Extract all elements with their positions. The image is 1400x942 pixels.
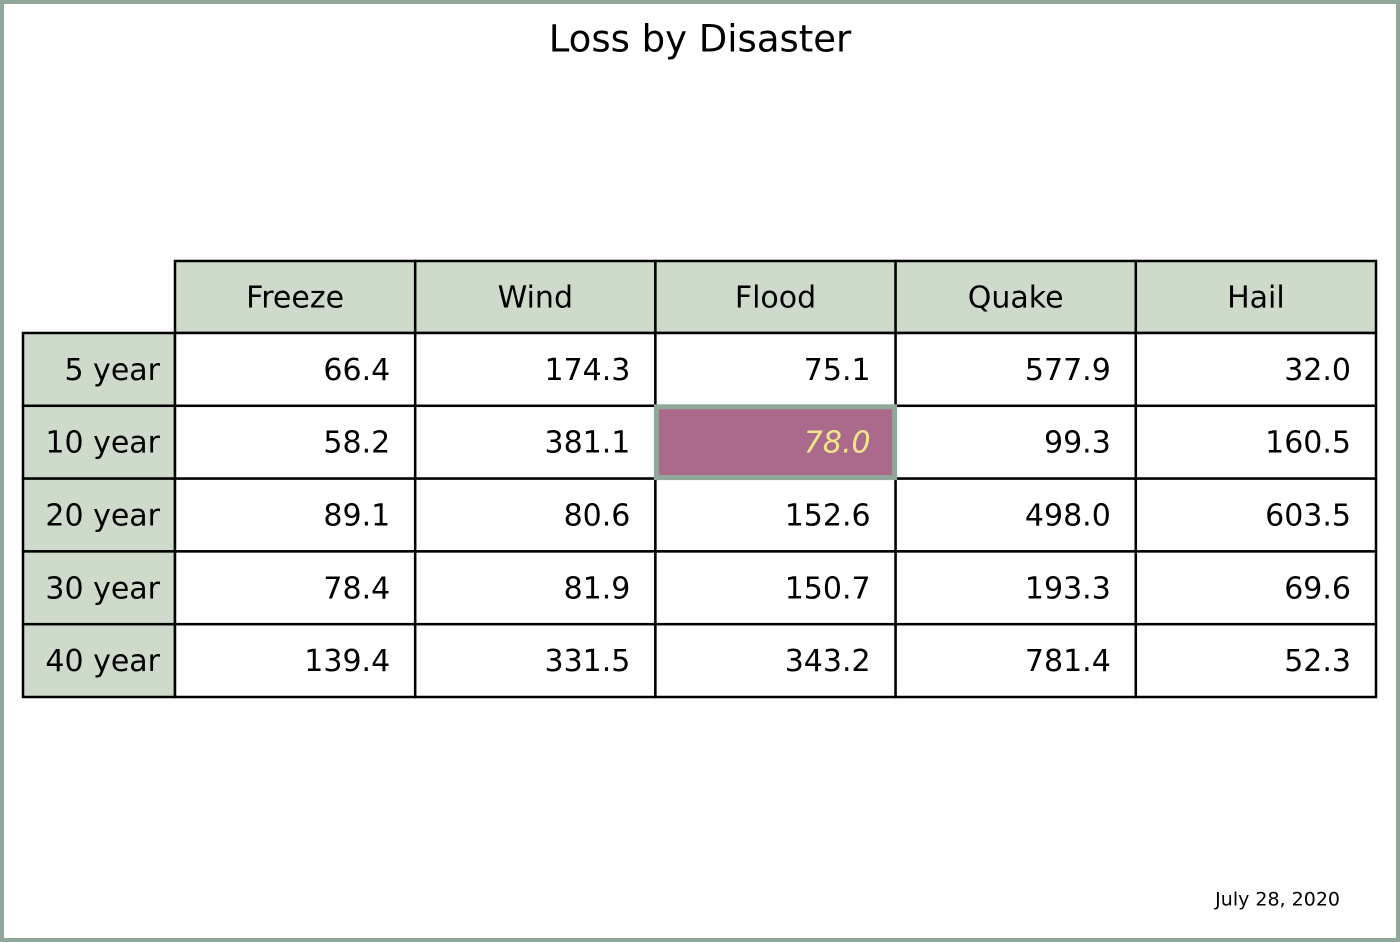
table-cell	[894, 550, 1138, 626]
column-header: Quake	[968, 281, 1064, 316]
table-cell	[1134, 404, 1378, 480]
cell-value: 58.2	[323, 426, 390, 461]
cell-value: 52.3	[1284, 644, 1351, 679]
table-cell	[654, 622, 897, 699]
table-cell	[654, 550, 897, 626]
cell-value: 160.5	[1265, 426, 1351, 461]
footer-date: July 28, 2020	[1214, 889, 1340, 911]
cell-value: 381.1	[545, 426, 631, 461]
row-label: 10 year	[45, 426, 160, 461]
title: Loss by Disaster	[549, 18, 852, 61]
cell-value: 174.3	[545, 353, 631, 388]
table-cell	[1134, 331, 1378, 408]
column-header: Flood	[735, 281, 816, 316]
cell-value: 343.2	[785, 644, 871, 679]
table-cell	[413, 550, 657, 626]
cell-value: 781.4	[1025, 644, 1111, 679]
cell-value: 78.0	[804, 426, 871, 461]
cell-value: 152.6	[785, 499, 871, 534]
cell-value: 99.3	[1044, 426, 1111, 461]
cell-value: 69.6	[1284, 571, 1351, 606]
row-label: 5 year	[64, 353, 160, 388]
cell-value: 331.5	[545, 644, 631, 679]
table-cell	[173, 331, 417, 408]
table-cell	[1134, 477, 1378, 553]
table-cell	[894, 622, 1138, 699]
cell-value: 75.1	[804, 353, 871, 388]
cell-value: 81.9	[564, 571, 631, 606]
highlighted-cell	[653, 404, 898, 481]
cell-value: 150.7	[785, 571, 871, 606]
cell-value: 603.5	[1265, 499, 1351, 534]
table-cell	[1134, 622, 1378, 699]
table-cell	[413, 477, 657, 553]
cell-value: 577.9	[1025, 353, 1111, 388]
row-label: 20 year	[45, 499, 160, 534]
row-label: 40 year	[45, 644, 160, 679]
table: Freeze Wind Flood Quake Hail 5 year 10 year 20 …	[21, 259, 1378, 699]
cell-value: 498.0	[1025, 499, 1111, 534]
table-cell	[654, 331, 897, 408]
row-label: 30 year	[45, 571, 160, 606]
column-header: Wind	[498, 281, 573, 316]
table-cell	[173, 477, 417, 553]
row-label-cell	[21, 477, 177, 553]
header-cell	[173, 259, 417, 335]
cell-value: 80.6	[564, 499, 631, 534]
cell-value: 139.4	[304, 644, 390, 679]
row-label-cell	[21, 622, 177, 699]
table-cell	[173, 404, 417, 480]
cell-value: 78.4	[323, 571, 390, 606]
cell-value: 89.1	[323, 499, 390, 534]
table-cell	[1134, 550, 1378, 626]
cell-value: 32.0	[1284, 353, 1351, 388]
column-header: Freeze	[246, 281, 344, 316]
header-cell	[1134, 259, 1378, 335]
table-cell	[894, 477, 1138, 553]
column-header: Hail	[1227, 281, 1285, 316]
cell-value: 193.3	[1025, 571, 1111, 606]
cell-value: 66.4	[323, 353, 390, 388]
